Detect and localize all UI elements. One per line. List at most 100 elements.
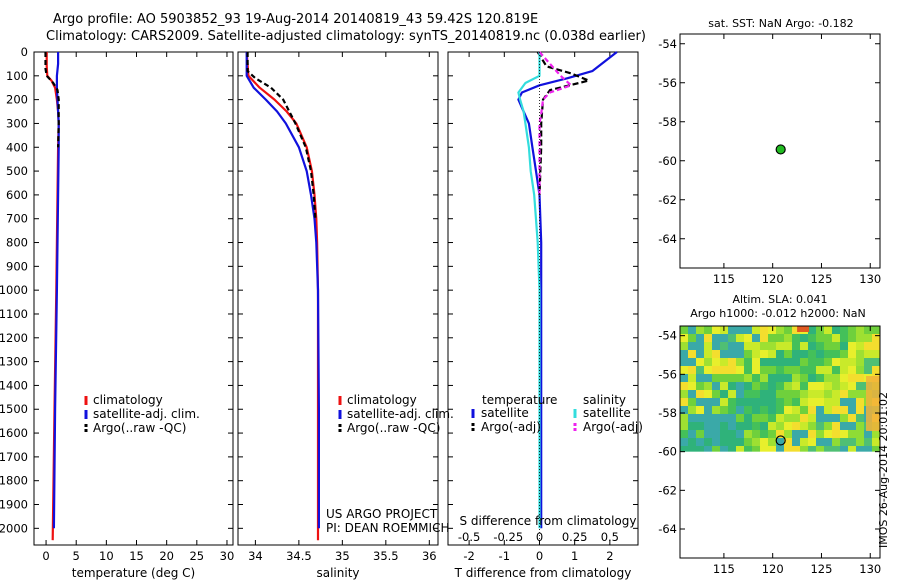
- sla-field-cell: [728, 358, 736, 366]
- sla-field-cell: [800, 422, 808, 430]
- sla-field-cell: [800, 350, 808, 358]
- sla-field-cell: [864, 438, 872, 446]
- sla-field-cell: [736, 350, 744, 358]
- sla-field-cell: [752, 414, 760, 422]
- salinity-legend-label: climatology: [347, 393, 417, 407]
- sla-field-cell: [824, 374, 832, 382]
- sla-field-cell: [760, 390, 768, 398]
- sla-field-cell: [864, 446, 872, 452]
- sla-field-cell: [776, 366, 784, 374]
- sla-field-cell: [680, 342, 688, 350]
- sla-field-cell: [768, 422, 776, 430]
- sla-field-cell: [840, 406, 848, 414]
- sla-field-cell: [728, 414, 736, 422]
- sla-field-cell: [760, 430, 768, 438]
- depth-tick-label: 900: [6, 259, 28, 273]
- sla-field-cell: [792, 390, 800, 398]
- sla-field-cell: [768, 326, 776, 334]
- sla-field-cell: [800, 430, 808, 438]
- sla-field-cell: [792, 438, 800, 446]
- sla-field-cell: [866, 376, 880, 431]
- sla-field-cell: [824, 358, 832, 366]
- temperature-x-axis-label: temperature (deg C): [72, 566, 195, 580]
- difference-t-tick-label: 1: [571, 549, 578, 563]
- sla-field-cell: [744, 374, 752, 382]
- sla-field-cell: [736, 414, 744, 422]
- sla-field-cell: [712, 382, 720, 390]
- sla-field-cell: [728, 446, 736, 452]
- sla-field-cell: [856, 438, 864, 446]
- sla-field-cell: [832, 350, 840, 358]
- sla-field-cell: [776, 414, 784, 422]
- sla-field-cell: [680, 446, 688, 452]
- sla-field-cell: [712, 326, 720, 334]
- sla-field-cell: [840, 350, 848, 358]
- sla-field-cell: [776, 382, 784, 390]
- sla-field-cell: [808, 398, 816, 406]
- temperature-legend-label: satellite-adj. clim.: [93, 407, 200, 421]
- temperature-x-tick-label: 15: [129, 549, 144, 563]
- sla-field-cell: [784, 422, 792, 430]
- sla-field-cell: [760, 446, 768, 452]
- sla-field-cell: [832, 430, 840, 438]
- sla-field-cell: [680, 350, 688, 358]
- sla-field-cell: [784, 390, 792, 398]
- sla-field-cell: [760, 326, 768, 334]
- sla-field-cell: [856, 382, 864, 390]
- sla-field-cell: [848, 334, 856, 342]
- sla-field-cell: [752, 374, 760, 382]
- salinity-frame: [237, 51, 439, 546]
- sla-field-cell: [688, 430, 696, 438]
- sla-field-cell: [696, 422, 704, 430]
- sla-field-cell: [776, 430, 784, 438]
- sla-field-cell: [704, 350, 712, 358]
- sla-field-cell: [776, 358, 784, 366]
- sla-field-cell: [808, 358, 816, 366]
- sla-field-cell: [784, 446, 792, 452]
- depth-tick-label: 700: [6, 212, 28, 226]
- sla-field-cell: [768, 358, 776, 366]
- sla-field-cell: [712, 414, 720, 422]
- difference-legend-label: Argo(-adj): [583, 420, 643, 434]
- sla-field-cell: [744, 446, 752, 452]
- sla-field-cell: [856, 374, 864, 382]
- depth-tick-label: 0: [21, 45, 28, 59]
- difference-series-salinity-argo-adj-: [538, 51, 573, 195]
- sla-field-cell: [792, 422, 800, 430]
- sla-field-cell: [856, 390, 864, 398]
- sla-field-cell: [872, 326, 880, 334]
- sla-field-cell: [776, 350, 784, 358]
- sla-field-cell: [696, 398, 704, 406]
- sla-field-cell: [704, 334, 712, 342]
- sla-field-cell: [797, 326, 810, 332]
- sla-field-cell: [776, 334, 784, 342]
- sla-field-cell: [768, 366, 776, 374]
- sla-field-cell: [848, 422, 856, 430]
- sla-field-cell: [792, 430, 800, 438]
- sla-field-cell: [696, 334, 704, 342]
- depth-tick-label: 800: [6, 236, 28, 250]
- sla-field-cell: [736, 446, 744, 452]
- sla-field-cell: [712, 334, 720, 342]
- sla-field-cell: [768, 374, 776, 382]
- sla-field-cell: [736, 342, 744, 350]
- sla-field-cell: [720, 358, 728, 366]
- difference-t-tick-label: -1: [499, 549, 510, 563]
- salinity-legend-label: Argo(..raw -QC): [347, 421, 440, 435]
- sla-field-cell: [848, 430, 856, 438]
- sla-field-cell: [808, 406, 816, 414]
- sla-field-cell: [776, 326, 784, 334]
- sla-field-cell: [696, 350, 704, 358]
- sla-field-cell: [792, 398, 800, 406]
- sla-field-cell: [696, 374, 704, 382]
- temperature-x-tick-label: 5: [73, 549, 80, 563]
- sla-field-cell: [704, 438, 712, 446]
- sla-field-cell: [800, 374, 808, 382]
- sla-field-cell: [728, 398, 736, 406]
- sla-field-cell: [856, 366, 864, 374]
- sla-field-cell: [824, 334, 832, 342]
- sla-field-cell: [744, 406, 752, 414]
- sla-field-cell: [832, 446, 840, 452]
- difference-s-tick-label: -0.25: [493, 530, 523, 544]
- sla-map-title-1: Altim. SLA: 0.041: [732, 293, 827, 306]
